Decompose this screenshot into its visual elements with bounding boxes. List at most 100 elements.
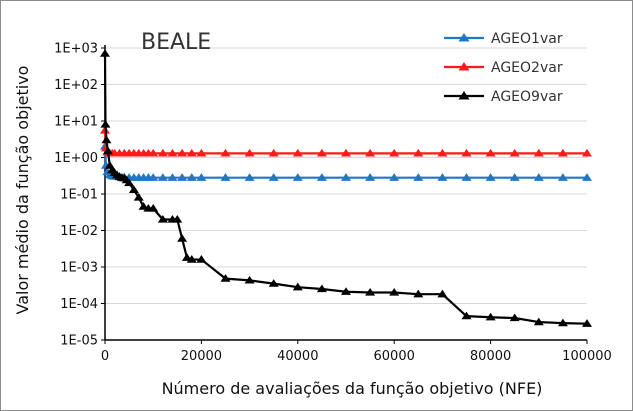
data-point-AGEO9var bbox=[413, 289, 424, 298]
data-point-AGEO2var bbox=[220, 148, 231, 157]
data-point-AGEO2var bbox=[341, 148, 351, 157]
data-point-AGEO1var bbox=[509, 173, 520, 181]
data-point-AGEO2var bbox=[268, 148, 279, 157]
y-tick-label: 1E-05 bbox=[60, 334, 98, 349]
data-point-AGEO2var bbox=[148, 148, 159, 157]
data-point-AGEO9var bbox=[389, 288, 400, 296]
y-tick-label: 1E+00 bbox=[54, 151, 98, 166]
data-point-AGEO2var bbox=[557, 148, 568, 157]
data-point-AGEO1var bbox=[167, 173, 178, 181]
data-point-AGEO9var bbox=[101, 135, 112, 144]
legend-marker-AGEO9var bbox=[458, 91, 470, 100]
data-point-AGEO1var bbox=[485, 173, 496, 181]
series-layer bbox=[100, 49, 592, 327]
data-point-AGEO9var bbox=[485, 312, 496, 321]
data-point-AGEO1var bbox=[461, 173, 472, 181]
data-point-AGEO1var bbox=[186, 173, 197, 181]
y-axis-label: Valor médio da função objetivo bbox=[13, 66, 32, 315]
y-tick-label: 1E-04 bbox=[60, 297, 98, 312]
data-point-AGEO1var bbox=[148, 173, 159, 181]
data-point-AGEO9var bbox=[316, 284, 327, 293]
data-point-AGEO2var bbox=[485, 148, 496, 157]
data-point-AGEO9var bbox=[341, 287, 351, 295]
data-point-AGEO9var bbox=[186, 255, 197, 263]
data-point-AGEO1var bbox=[557, 173, 568, 181]
data-point-AGEO9var bbox=[268, 279, 279, 287]
data-point-AGEO1var bbox=[157, 173, 168, 181]
data-point-AGEO9var bbox=[148, 204, 159, 212]
y-tick-label: 1E+03 bbox=[54, 42, 98, 57]
data-point-AGEO2var bbox=[292, 148, 303, 157]
data-point-AGEO2var bbox=[167, 148, 178, 157]
data-point-AGEO1var bbox=[389, 173, 400, 181]
data-point-AGEO2var bbox=[365, 148, 376, 157]
y-tick-label: 1E-02 bbox=[60, 224, 98, 239]
data-point-AGEO2var bbox=[244, 148, 255, 157]
data-point-AGEO2var bbox=[316, 148, 327, 157]
data-point-AGEO1var bbox=[220, 173, 231, 181]
legend-marker-AGEO2var bbox=[458, 62, 470, 71]
y-tick-label: 1E+02 bbox=[54, 78, 98, 93]
data-point-AGEO9var bbox=[133, 193, 144, 201]
data-point-AGEO9var bbox=[196, 255, 207, 263]
data-point-AGEO2var bbox=[582, 148, 592, 157]
data-point-AGEO9var bbox=[557, 318, 568, 327]
data-point-AGEO2var bbox=[389, 148, 400, 157]
x-tick-label: 80000 bbox=[470, 349, 511, 364]
data-point-AGEO2var bbox=[533, 148, 544, 157]
data-point-AGEO9var bbox=[124, 178, 135, 187]
x-tick-label: 20000 bbox=[181, 349, 222, 364]
y-tick-label: 1E+01 bbox=[54, 115, 98, 130]
data-point-AGEO1var bbox=[365, 173, 376, 181]
data-point-AGEO9var bbox=[244, 275, 255, 284]
data-point-AGEO9var bbox=[461, 311, 472, 320]
data-point-AGEO9var bbox=[100, 49, 110, 57]
data-point-AGEO9var bbox=[128, 185, 139, 193]
data-point-AGEO2var bbox=[177, 148, 188, 157]
data-point-AGEO1var bbox=[341, 173, 351, 181]
data-point-AGEO1var bbox=[268, 173, 279, 181]
data-point-AGEO1var bbox=[582, 173, 592, 181]
legend-label-AGEO2var: AGEO2var bbox=[491, 60, 563, 76]
data-point-AGEO9var bbox=[100, 120, 111, 128]
legend-label-AGEO1var: AGEO1var bbox=[491, 31, 563, 47]
data-point-AGEO9var bbox=[172, 215, 183, 223]
y-tick-label: 1E-03 bbox=[60, 261, 98, 276]
x-tick-label: 100000 bbox=[562, 349, 612, 364]
x-tick-label: 0 bbox=[101, 349, 109, 364]
legend-label-AGEO9var: AGEO9var bbox=[491, 89, 563, 105]
data-point-AGEO1var bbox=[437, 173, 448, 181]
data-point-AGEO1var bbox=[244, 173, 255, 181]
data-point-AGEO1var bbox=[413, 173, 424, 181]
legend: AGEO1var AGEO2var AGEO9var bbox=[444, 31, 563, 105]
data-point-AGEO9var bbox=[102, 146, 113, 155]
data-point-AGEO9var bbox=[157, 215, 168, 223]
legend-marker-AGEO1var bbox=[458, 33, 470, 42]
data-point-AGEO2var bbox=[437, 148, 448, 157]
data-point-AGEO1var bbox=[196, 173, 207, 181]
data-point-AGEO9var bbox=[582, 319, 592, 327]
data-point-AGEO9var bbox=[177, 234, 188, 242]
data-point-AGEO2var bbox=[413, 148, 424, 157]
data-point-AGEO1var bbox=[316, 173, 327, 181]
data-point-AGEO9var bbox=[509, 313, 520, 322]
y-tick-label: 1E-01 bbox=[60, 188, 98, 203]
data-point-AGEO1var bbox=[292, 173, 303, 181]
data-point-AGEO1var bbox=[533, 173, 544, 181]
data-point-AGEO9var bbox=[220, 274, 231, 282]
data-point-AGEO2var bbox=[186, 148, 197, 157]
data-point-AGEO2var bbox=[157, 148, 168, 157]
data-point-AGEO2var bbox=[461, 148, 472, 157]
x-axis-label: Número de avaliações da função objetivo … bbox=[162, 379, 543, 398]
data-point-AGEO9var bbox=[365, 288, 376, 296]
data-point-AGEO1var bbox=[177, 173, 188, 181]
data-point-AGEO9var bbox=[292, 282, 303, 291]
data-point-AGEO9var bbox=[437, 289, 448, 298]
data-point-AGEO2var bbox=[509, 148, 520, 157]
chart-title: BEALE bbox=[141, 30, 211, 55]
data-point-AGEO9var bbox=[533, 317, 544, 326]
x-tick-label: 60000 bbox=[374, 349, 415, 364]
data-point-AGEO2var bbox=[196, 148, 207, 157]
